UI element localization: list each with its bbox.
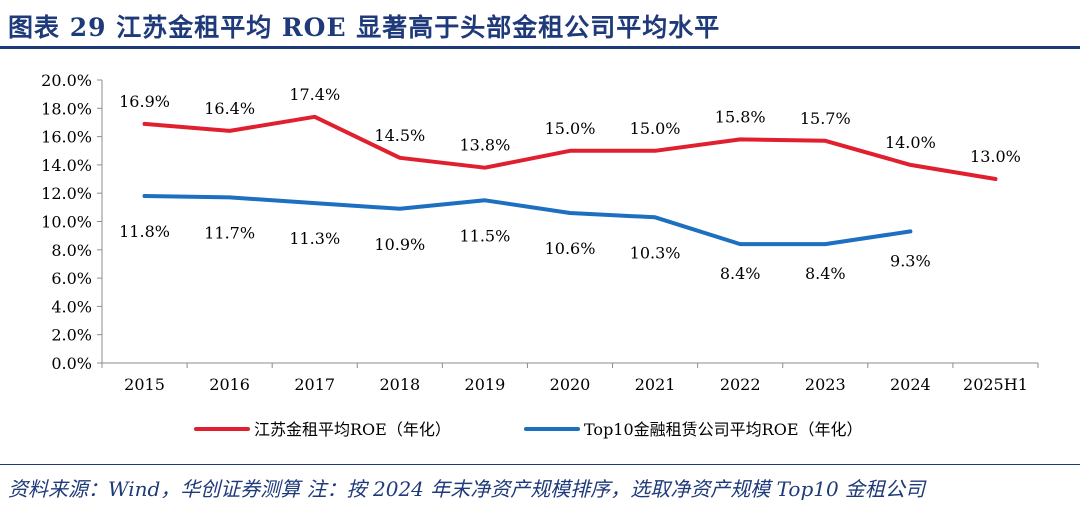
x-tick-label: 2015 [124,375,165,394]
data-label: 10.9% [374,235,425,254]
data-label: 8.4% [720,264,761,283]
legend-label-1: 江苏金租平均ROE（年化） [254,420,451,439]
data-label: 11.3% [289,229,340,248]
data-label: 9.3% [890,251,931,270]
data-label: 14.5% [374,126,425,145]
data-label: 15.7% [800,109,851,128]
x-tick-label: 2017 [294,375,335,394]
x-tick-label: 2023 [805,375,846,394]
x-tick-label: 2021 [635,375,676,394]
data-label: 13.8% [459,136,510,155]
data-label: 16.4% [204,99,255,118]
data-label: 10.3% [630,243,681,262]
x-tick-label: 2025H1 [963,375,1028,394]
source-divider [0,464,1080,465]
figure-header: 图表 29 江苏金租平均 ROE 显著高于头部金租公司平均水平 [0,0,1080,49]
y-tick-label: 12.0% [41,184,92,203]
y-tick-label: 2.0% [51,326,92,345]
data-label: 13.0% [970,147,1021,166]
y-tick-label: 10.0% [41,213,92,232]
data-label: 16.9% [119,92,170,111]
legend-label-2: Top10金融租赁公司平均ROE（年化） [584,420,863,439]
title-divider [0,46,1080,49]
series-line-1 [142,114,998,181]
line-chart: 0.0% 2.0% 4.0% 6.0% 8.0% 10.0% 12.0% 14.0% 16.0%… [41,71,1039,439]
y-tick-label: 0.0% [51,354,92,373]
y-tick-label: 6.0% [51,269,92,288]
x-tick-label: 2019 [465,375,506,394]
x-tick-label: 2016 [209,375,250,394]
data-label: 11.8% [119,222,170,241]
data-label: 15.8% [715,107,766,126]
y-tick-label: 18.0% [41,99,92,118]
y-tick-label: 4.0% [51,297,92,316]
data-label: 17.4% [289,85,340,104]
data-label: 15.0% [630,119,681,138]
figure-title: 图表 29 江苏金租平均 ROE 显著高于头部金租公司平均水平 [8,13,721,42]
x-tick-label: 2020 [550,375,591,394]
data-label: 11.5% [459,226,510,245]
data-label: 15.0% [545,119,596,138]
data-label: 14.0% [885,133,936,152]
y-tick-label: 16.0% [41,128,92,147]
data-label: 11.7% [204,223,255,242]
source-note: 资料来源：Wind，华创证券测算 注：按 2024 年末净资产规模排序，选取净资… [8,477,926,501]
y-tick-label: 14.0% [41,156,92,175]
data-label: 10.6% [545,239,596,258]
data-label: 8.4% [805,264,846,283]
x-tick-label: 2018 [379,375,420,394]
y-tick-label: 20.0% [41,71,92,90]
series-line-2 [142,194,913,247]
x-tick-label: 2022 [720,375,761,394]
x-tick-label: 2024 [890,375,931,394]
y-tick-label: 8.0% [51,241,92,260]
